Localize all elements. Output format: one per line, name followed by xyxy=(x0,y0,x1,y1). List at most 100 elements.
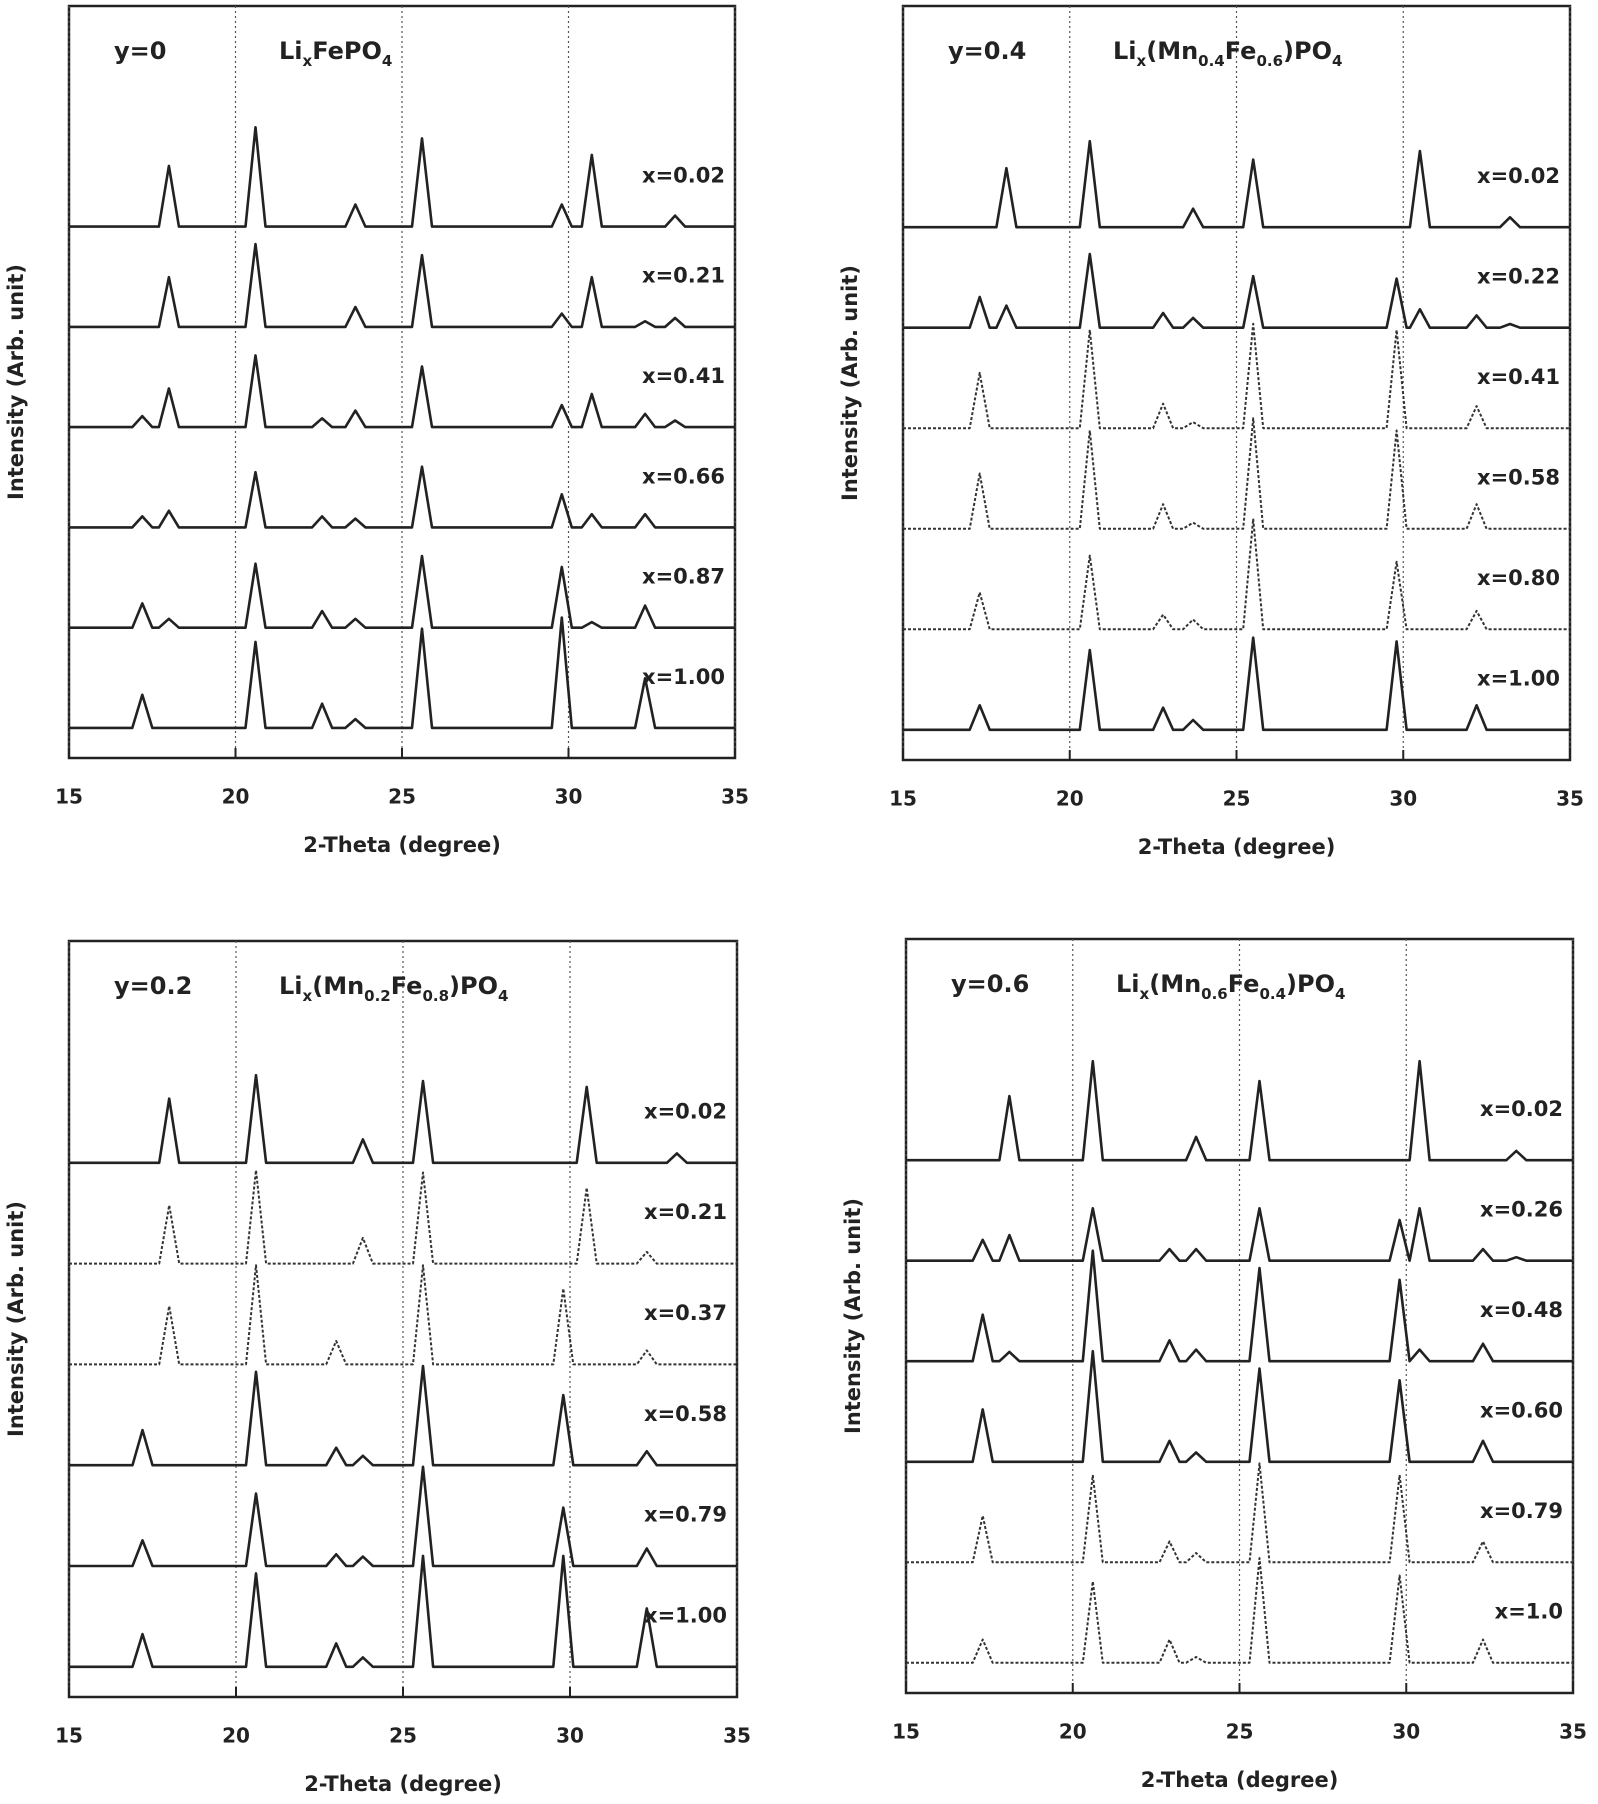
formula-part: Fe xyxy=(391,972,423,1000)
formula-part: 0.4 xyxy=(1198,52,1225,70)
xrd-curve xyxy=(906,1207,1573,1262)
xrd-curve xyxy=(903,636,1570,732)
curve-label: x=0.66 xyxy=(642,464,725,488)
x-tick-label: 35 xyxy=(721,785,749,809)
curve-label: x=0.21 xyxy=(644,1200,727,1224)
x-tick-label: 20 xyxy=(222,1724,250,1748)
curve-label: x=1.00 xyxy=(644,1603,727,1627)
xrd-curve xyxy=(69,126,735,228)
x-axis-label: 2-Theta (degree) xyxy=(304,1772,502,1796)
formula-part: )PO xyxy=(1283,37,1332,65)
curve-label: x=1.00 xyxy=(642,665,725,689)
curve-label: x=1.00 xyxy=(1477,667,1560,691)
xrd-curve xyxy=(69,1364,737,1467)
formula: Lix(Mn0.6Fe0.4)PO4 xyxy=(1116,970,1345,1003)
formula-part: 0.2 xyxy=(364,987,391,1005)
x-tick-label: 20 xyxy=(1059,1720,1087,1744)
x-tick-label: 25 xyxy=(389,1724,417,1748)
xrd-curve xyxy=(69,1073,737,1165)
formula-part: Fe xyxy=(1225,37,1257,65)
x-tick-label: 15 xyxy=(55,1724,83,1748)
x-tick-label: 15 xyxy=(55,785,83,809)
curve-label: x=0.37 xyxy=(644,1301,727,1325)
xrd-curve xyxy=(69,242,735,329)
formula-part: (Mn xyxy=(1146,37,1198,65)
xrd-curve xyxy=(903,417,1570,530)
curve-label: x=0.60 xyxy=(1480,1399,1563,1423)
curve-label: x=0.26 xyxy=(1480,1197,1563,1221)
formula-part: Fe xyxy=(1228,970,1260,998)
xrd-curve xyxy=(69,1264,737,1366)
formula-part: (Mn xyxy=(312,972,364,1000)
formula-part: Li xyxy=(279,972,303,1000)
curve-label: x=0.21 xyxy=(642,264,725,288)
xrd-curve xyxy=(903,139,1570,229)
x-tick-label: 35 xyxy=(1559,1720,1587,1744)
xrd-curve xyxy=(69,465,735,529)
y-axis-label: Intensity (Arb. unit) xyxy=(841,1198,865,1434)
x-tick-label: 15 xyxy=(892,1720,920,1744)
formula-part: (Mn xyxy=(1149,970,1201,998)
x-tick-label: 20 xyxy=(1056,787,1084,811)
formula-part: Li xyxy=(279,37,303,65)
xrd-curve xyxy=(906,1557,1573,1664)
formula-part: FePO xyxy=(312,37,382,65)
curve-label: x=0.02 xyxy=(644,1099,727,1123)
formula-part: 0.4 xyxy=(1259,985,1286,1003)
xrd-curve xyxy=(906,1249,1573,1363)
curve-label: x=0.87 xyxy=(642,565,725,589)
curve-label: x=0.58 xyxy=(644,1402,727,1426)
x-tick-label: 15 xyxy=(889,787,917,811)
curve-label: x=0.79 xyxy=(644,1503,727,1527)
formula-part: )PO xyxy=(449,972,498,1000)
xrd-curve xyxy=(69,354,735,429)
formula-part: 4 xyxy=(498,987,508,1005)
x-tick-label: 30 xyxy=(556,1724,584,1748)
formula-part: )PO xyxy=(1286,970,1335,998)
x-axis-label: 2-Theta (degree) xyxy=(1138,835,1336,859)
x-tick-label: 35 xyxy=(723,1724,751,1748)
panel-label: y=0.2 xyxy=(114,972,192,1000)
xrd-curve xyxy=(903,322,1570,430)
curve-label: x=0.02 xyxy=(642,163,725,187)
x-tick-label: 25 xyxy=(1223,787,1251,811)
formula-part: Li xyxy=(1116,970,1140,998)
panel-label: y=0.6 xyxy=(951,970,1029,998)
panel-label: y=0.4 xyxy=(948,37,1026,65)
xrd-curve xyxy=(69,1169,737,1265)
formula: LixFePO4 xyxy=(279,37,392,70)
x-tick-label: 30 xyxy=(1389,787,1417,811)
x-tick-label: 20 xyxy=(222,785,250,809)
formula-part: x xyxy=(303,52,313,70)
curve-label: x=1.0 xyxy=(1495,1600,1563,1624)
formula-part: 4 xyxy=(382,52,392,70)
formula-part: Li xyxy=(1113,37,1137,65)
formula: Lix(Mn0.4Fe0.6)PO4 xyxy=(1113,37,1342,70)
panel-label: y=0 xyxy=(114,37,166,65)
curve-label: x=0.02 xyxy=(1480,1097,1563,1121)
x-tick-label: 35 xyxy=(1556,787,1584,811)
y-axis-label: Intensity (Arb. unit) xyxy=(4,264,28,500)
x-tick-label: 25 xyxy=(1226,1720,1254,1744)
xrd-curve xyxy=(69,616,735,730)
x-tick-label: 25 xyxy=(388,785,416,809)
formula-part: 4 xyxy=(1335,985,1345,1003)
formula-part: 4 xyxy=(1332,52,1342,70)
panel: 15 20 25 30 35 2-Theta (degree) Intensity (Arb… xyxy=(838,4,1584,859)
formula-part: 0.8 xyxy=(422,987,449,1005)
curve-label: x=0.41 xyxy=(1477,365,1560,389)
x-axis-label: 2-Theta (degree) xyxy=(1141,1768,1339,1792)
xrd-curve xyxy=(69,1554,737,1669)
xrd-curve xyxy=(906,1349,1573,1464)
y-axis-label: Intensity (Arb. unit) xyxy=(838,265,862,501)
curve-label: x=0.48 xyxy=(1480,1298,1563,1322)
x-tick-label: 30 xyxy=(555,785,583,809)
curve-label: x=0.02 xyxy=(1477,164,1560,188)
formula: Lix(Mn0.2Fe0.8)PO4 xyxy=(279,972,508,1005)
x-axis-label: 2-Theta (degree) xyxy=(303,833,501,857)
panel: 15 20 25 30 35 2-Theta (degree) Intensity (Arb… xyxy=(4,939,751,1796)
formula-part: 0.6 xyxy=(1256,52,1283,70)
panel: 15 20 25 30 35 2-Theta (degree) Intensity (Arb… xyxy=(4,4,749,857)
